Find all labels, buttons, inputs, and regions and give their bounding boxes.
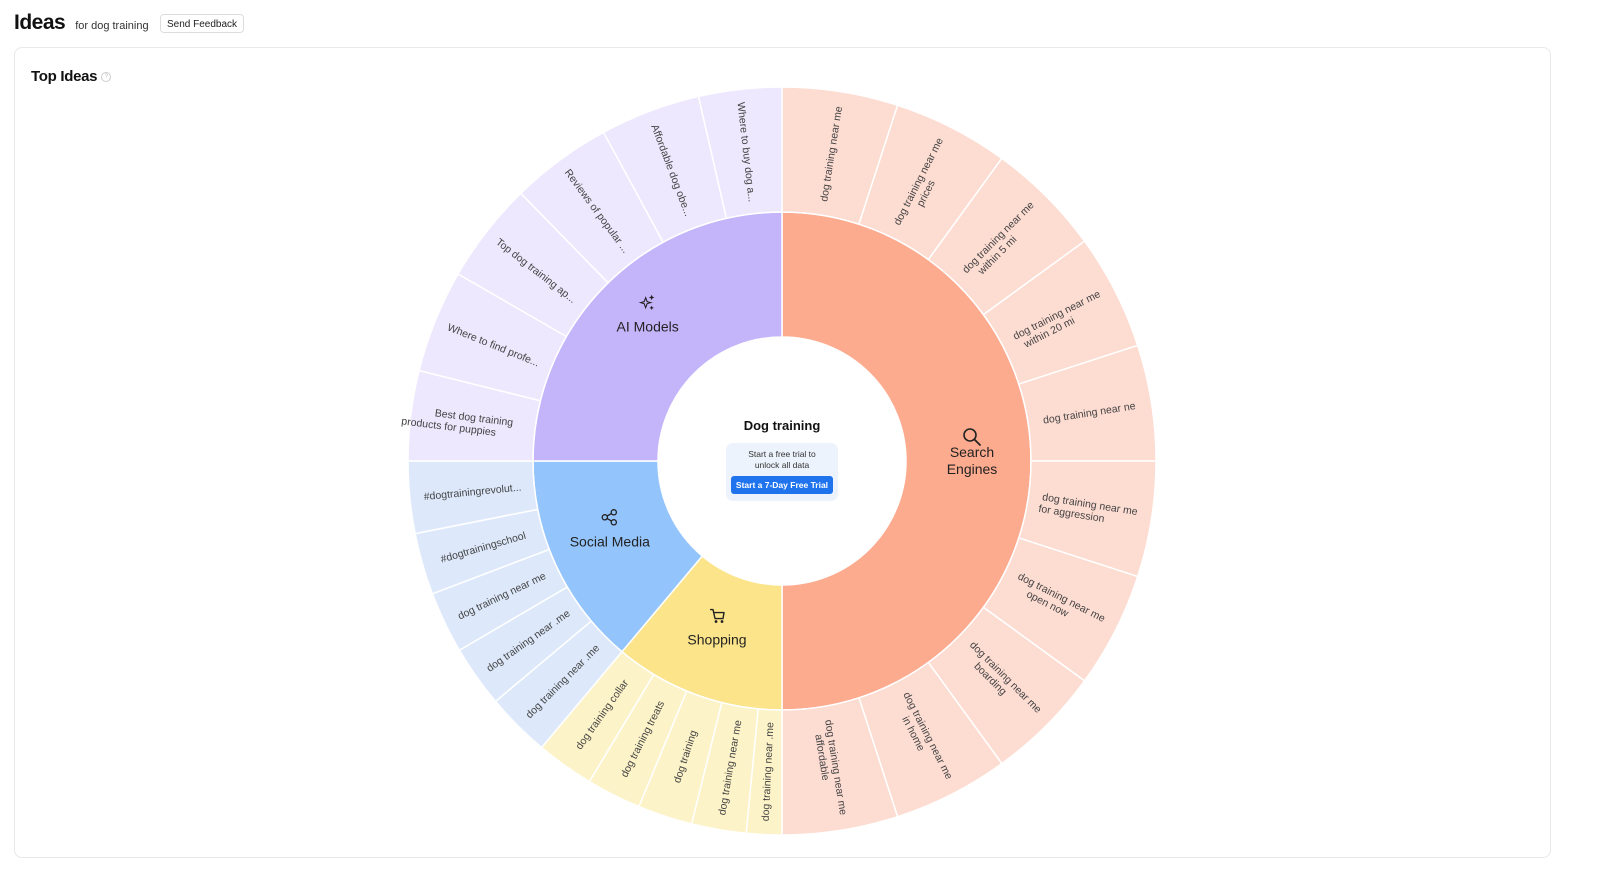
send-feedback-button[interactable]: Send Feedback	[160, 14, 245, 33]
question-circle-icon[interactable]: ?	[101, 71, 112, 82]
chart-center: Dog training Start a free trial to unloc…	[702, 418, 862, 501]
idea-leaf[interactable]: dog training treats	[588, 673, 688, 808]
sparkles-icon	[638, 294, 655, 311]
card-title: Top Ideas ?	[31, 68, 112, 85]
idea-label: dog training near .me	[760, 722, 777, 822]
page-title: Ideas	[14, 11, 66, 34]
category-label-line: Shopping	[687, 632, 746, 648]
idea-leaf[interactable]: Where to buy dog a...	[697, 86, 783, 220]
category-label-line: Engines	[947, 461, 998, 477]
idea-leaf[interactable]: dog training near meaffordable	[781, 696, 899, 836]
idea-leaf[interactable]: #dogtrainingschool	[414, 508, 551, 595]
idea-leaf[interactable]: Affordable dog obe...	[602, 95, 728, 244]
shopping-cart-icon	[710, 608, 725, 623]
idea-leaf[interactable]: dog training near meopen now	[982, 536, 1139, 682]
idea-leaf[interactable]: dog training near me	[781, 86, 899, 226]
card-title-text: Top Ideas	[31, 68, 98, 85]
page-header: Ideas for dog training	[14, 11, 149, 35]
idea-leaf[interactable]: dog training near me	[690, 701, 759, 835]
share-icon	[601, 509, 618, 526]
idea-leaf[interactable]: dog training near mewithin 5 mi	[927, 157, 1086, 316]
idea-segment[interactable]	[697, 86, 783, 220]
search-icon	[963, 428, 981, 446]
idea-leaf[interactable]: dog training near mewithin 20 mi	[982, 240, 1139, 386]
category-label: Social Media	[570, 533, 650, 549]
category-label: Shopping	[687, 632, 746, 648]
page-subtitle: for dog training	[75, 20, 149, 32]
idea-leaf[interactable]: dog training	[637, 690, 723, 825]
start-trial-button[interactable]: Start a 7-Day Free Trial	[730, 476, 834, 494]
category-label-line: Search	[950, 444, 994, 460]
center-title: Dog training	[743, 418, 821, 433]
category-label: AI Models	[617, 319, 679, 335]
trial-box: Start a free trial to unlock all data St…	[726, 443, 838, 501]
trial-text: Start a free trial to unlock all data	[748, 449, 816, 470]
idea-label-line: dog training near .me	[760, 722, 777, 822]
category-label-line: Social Media	[570, 533, 650, 549]
idea-leaf[interactable]: dog training near mein home	[857, 661, 1003, 818]
category-label: Search Engines	[947, 444, 998, 477]
idea-leaf[interactable]: dog training near ne	[1017, 344, 1157, 462]
idea-leaf[interactable]: dog training near mefor aggression	[1017, 460, 1157, 578]
category-label-line: AI Models	[617, 319, 679, 335]
idea-leaf[interactable]: Top dog training ap...	[457, 192, 610, 338]
